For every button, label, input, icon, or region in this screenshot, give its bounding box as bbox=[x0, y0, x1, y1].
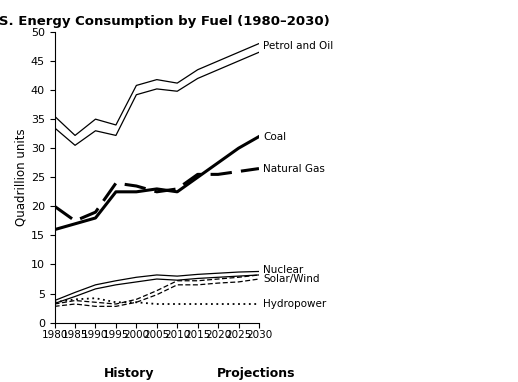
Text: Projections: Projections bbox=[217, 367, 296, 380]
Text: Nuclear: Nuclear bbox=[263, 265, 304, 275]
Text: Solar/Wind: Solar/Wind bbox=[263, 274, 320, 284]
Text: Coal: Coal bbox=[263, 131, 286, 142]
Text: Hydropower: Hydropower bbox=[263, 299, 326, 309]
Text: Natural Gas: Natural Gas bbox=[263, 163, 325, 173]
Text: History: History bbox=[104, 367, 155, 380]
Y-axis label: Quadrillion units: Quadrillion units bbox=[15, 128, 28, 226]
Text: Petrol and Oil: Petrol and Oil bbox=[263, 42, 333, 52]
Title: U.S. Energy Consumption by Fuel (1980–2030): U.S. Energy Consumption by Fuel (1980–20… bbox=[0, 15, 330, 28]
